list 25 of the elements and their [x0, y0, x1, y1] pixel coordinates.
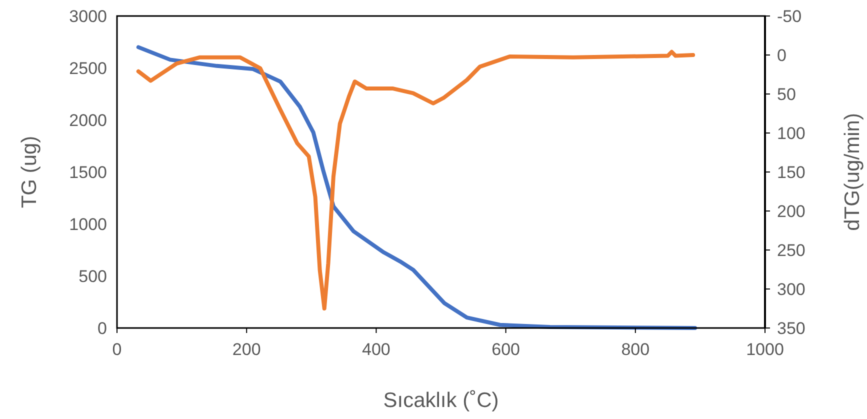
- y2-tick-label: 0: [777, 46, 786, 65]
- x-tick-label: 400: [362, 340, 390, 359]
- x-tick-label: 800: [621, 340, 650, 359]
- y-tick-label: 1500: [69, 163, 107, 182]
- y-tick-label: 2500: [69, 59, 107, 78]
- y2-tick-label: 350: [777, 319, 806, 338]
- x-axis-title: Sıcaklık (˚C): [383, 389, 499, 412]
- y-tick-label: 1000: [69, 215, 107, 234]
- x-tick-label: 0: [112, 340, 122, 359]
- y-tick-label: 0: [98, 319, 107, 338]
- y2-tick-label: -50: [777, 7, 802, 26]
- x-tick-label: 200: [232, 340, 261, 359]
- y-tick-label: 500: [78, 267, 107, 286]
- x-tick-label: 600: [492, 340, 520, 359]
- y2-tick-label: 150: [777, 163, 806, 182]
- y2-tick-label: 100: [777, 124, 806, 143]
- y2-tick-label: 50: [777, 85, 796, 104]
- y2-tick-label: 300: [777, 280, 806, 299]
- y2-tick-label: 250: [777, 241, 806, 260]
- y-tick-label: 2000: [69, 111, 107, 130]
- x-tick-label: 1000: [746, 340, 784, 359]
- y-axis-title: TG (ug): [18, 136, 41, 208]
- y2-axis-title: dTG(ug/min): [841, 113, 864, 231]
- y-tick-label: 3000: [69, 7, 107, 26]
- y2-tick-label: 200: [777, 202, 806, 221]
